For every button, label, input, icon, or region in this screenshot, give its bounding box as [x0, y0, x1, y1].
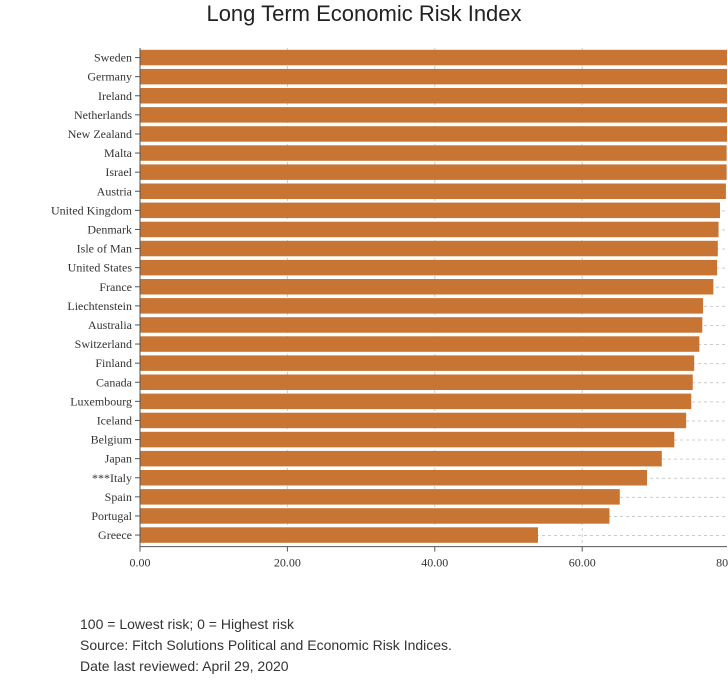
- category-label: Finland: [95, 356, 132, 370]
- bar: [140, 450, 662, 467]
- category-label: Malta: [104, 146, 133, 160]
- category-label: Netherlands: [74, 108, 132, 122]
- bar: [140, 49, 727, 66]
- category-label: Israel: [105, 165, 132, 179]
- category-labels: Sweden Germany Ireland Netherlands New Zeala…: [51, 51, 133, 542]
- bar: [140, 145, 727, 161]
- category-label: Liechtenstein: [67, 299, 132, 313]
- category-label: Spain: [105, 490, 132, 504]
- bar: [140, 470, 648, 486]
- x-tick-label: 60.00: [569, 556, 596, 570]
- category-label: Australia: [88, 318, 133, 332]
- bar: [140, 164, 727, 180]
- category-label: Luxembourg: [70, 394, 132, 408]
- x-tick-label: 40.00: [421, 556, 448, 570]
- bar: [140, 259, 718, 276]
- category-label: Sweden: [94, 51, 132, 65]
- category-label: France: [99, 280, 132, 294]
- bar: [140, 107, 727, 123]
- bar: [140, 393, 692, 410]
- bar: [140, 355, 695, 371]
- footnote-scale: 100 = Lowest risk; 0 = Highest risk: [80, 616, 294, 632]
- chart-title: Long Term Economic Risk Index: [206, 1, 522, 26]
- category-label: Austria: [97, 184, 133, 198]
- bar: [140, 279, 714, 295]
- category-label: Portugal: [91, 509, 132, 523]
- footnotes: 100 = Lowest risk; 0 = Highest risk Sour…: [80, 614, 452, 677]
- bar: [140, 317, 703, 333]
- bar-chart: Sweden Germany Ireland Netherlands New Zeala…: [51, 48, 728, 570]
- footnote-source: Source: Fitch Solutions Political and Ec…: [80, 637, 452, 653]
- category-label: Canada: [96, 375, 133, 389]
- x-tick-label: 80.00: [716, 556, 728, 570]
- bar: [140, 183, 726, 199]
- category-label: New Zealand: [68, 127, 132, 141]
- footnote-date: Date last reviewed: April 29, 2020: [80, 658, 289, 674]
- bar: [140, 240, 718, 257]
- category-label: Japan: [105, 452, 132, 466]
- bar: [140, 412, 687, 429]
- x-tick-label: 0.00: [130, 556, 151, 570]
- category-label: Denmark: [87, 222, 132, 236]
- category-label: Belgium: [91, 433, 133, 447]
- bar: [140, 298, 704, 314]
- category-label: ***Italy: [92, 471, 132, 485]
- x-tick-labels: 0.00 20.00 40.00 60.00 80.00: [130, 556, 728, 570]
- bar: [140, 489, 620, 505]
- category-label: United States: [68, 261, 133, 275]
- bar: [140, 374, 693, 390]
- bar: [140, 221, 719, 238]
- bar: [140, 336, 700, 352]
- bar: [140, 88, 727, 104]
- category-label: Switzerland: [75, 337, 132, 351]
- category-label: United Kingdom: [51, 203, 133, 217]
- category-label: Iceland: [97, 413, 132, 427]
- category-label: Ireland: [98, 89, 132, 103]
- bar: [140, 431, 675, 448]
- bar: [140, 527, 538, 543]
- category-label: Isle of Man: [77, 242, 132, 256]
- bar: [140, 126, 727, 142]
- bar: [140, 508, 610, 524]
- x-tick-label: 20.00: [274, 556, 301, 570]
- category-label: Germany: [87, 70, 132, 84]
- bar: [140, 202, 721, 219]
- bar: [140, 68, 727, 85]
- category-label: Greece: [98, 528, 132, 542]
- bars: [140, 49, 727, 543]
- axes: [135, 48, 727, 552]
